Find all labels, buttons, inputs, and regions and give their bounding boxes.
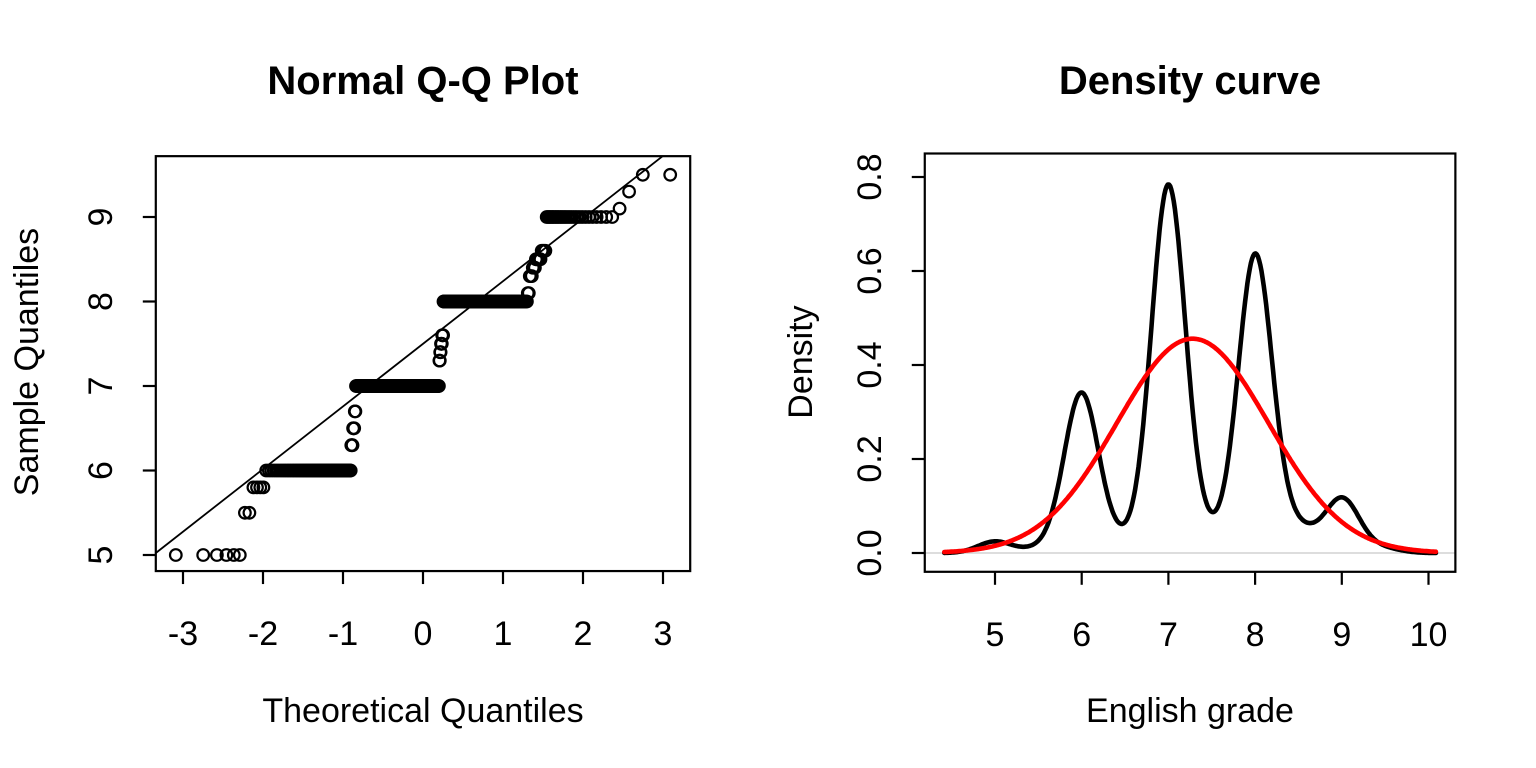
y-tick-label: 0.8 xyxy=(851,153,889,200)
normal-curve xyxy=(942,336,1439,555)
y-tick-label: 0.4 xyxy=(851,341,889,388)
density-y-axis-label: Density xyxy=(782,305,820,418)
plot-box xyxy=(154,155,692,573)
x-tick-label: 5 xyxy=(986,616,1005,654)
x-tick-label: -2 xyxy=(248,615,278,653)
y-axis-ticks: 5 6 7 8 9 xyxy=(82,208,156,565)
y-tick-label: 6 xyxy=(82,461,120,480)
qq-plot-title: Normal Q-Q Plot xyxy=(267,59,578,103)
y-axis-ticks: 0.0 0.2 0.4 0.6 0.8 xyxy=(851,153,925,577)
x-axis-ticks: -3 -2 -1 0 1 2 3 xyxy=(168,571,673,653)
x-tick-label: 7 xyxy=(1159,616,1178,654)
x-tick-label: 3 xyxy=(654,615,673,653)
density-x-axis-label: English grade xyxy=(1086,692,1294,730)
qq-plot-content: -3 -2 -1 0 1 2 3 5 6 7 8 9 xyxy=(82,155,692,653)
qq-reference-line xyxy=(155,155,664,554)
x-tick-label: 8 xyxy=(1246,616,1265,654)
density-plot-title: Density curve xyxy=(1059,59,1321,103)
y-tick-label: 0.6 xyxy=(851,247,889,294)
y-tick-label: 5 xyxy=(82,546,120,565)
kde-curve xyxy=(942,182,1439,556)
x-tick-label: 1 xyxy=(494,615,513,653)
x-tick-label: -1 xyxy=(328,615,358,653)
qq-y-axis-label: Sample Quantiles xyxy=(8,228,46,496)
qq-x-axis-label: Theoretical Quantiles xyxy=(262,692,583,730)
qq-plot-panel: -3 -2 -1 0 1 2 3 5 6 7 8 9 Normal Q-Q Plot Theoreti… xyxy=(8,59,692,730)
x-tick-label: 0 xyxy=(414,615,433,653)
x-tick-label: 6 xyxy=(1072,616,1091,654)
x-tick-label: 9 xyxy=(1332,616,1351,654)
y-tick-label: 0.2 xyxy=(851,435,889,482)
x-tick-label: -3 xyxy=(168,615,198,653)
density-plot-panel: 5 6 7 8 9 10 0.0 0.2 0.4 0.6 0.8 Density curve Eng… xyxy=(782,59,1457,730)
y-tick-label: 8 xyxy=(82,292,120,311)
qq-points xyxy=(168,167,678,562)
x-tick-label: 2 xyxy=(574,615,593,653)
x-axis-ticks: 5 6 7 8 9 10 xyxy=(986,571,1448,654)
x-tick-label: 10 xyxy=(1410,616,1448,654)
y-tick-label: 9 xyxy=(82,208,120,227)
plot-box xyxy=(923,152,1457,573)
y-tick-label: 7 xyxy=(82,377,120,396)
density-plot-content: 5 6 7 8 9 10 0.0 0.2 0.4 0.6 0.8 xyxy=(851,152,1457,654)
y-tick-label: 0.0 xyxy=(851,529,889,576)
